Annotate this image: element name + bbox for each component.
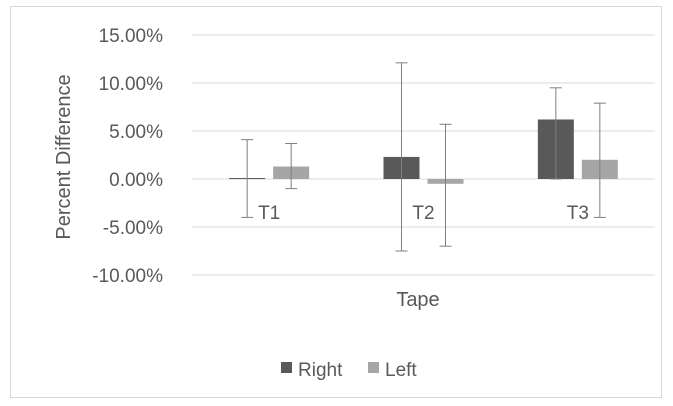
x-axis-title: Tape xyxy=(396,289,439,311)
error-bars xyxy=(241,62,606,252)
category-label: T3 xyxy=(567,203,589,224)
y-axis-tick-labels: 15.00% 10.00% 5.00% 0.00% -5.00% -10.00% xyxy=(92,26,163,287)
category-labels: T1 T2 T3 xyxy=(258,203,589,224)
legend-label-left: Left xyxy=(385,360,417,381)
y-tick-label: -10.00% xyxy=(92,266,163,287)
category-label: T2 xyxy=(412,203,434,224)
y-tick-label: 15.00% xyxy=(99,26,164,47)
legend: Right Left xyxy=(281,360,417,381)
chart-frame xyxy=(10,6,662,398)
legend-swatch-right xyxy=(281,362,292,373)
y-tick-label: 10.00% xyxy=(99,74,164,95)
y-tick-label: 5.00% xyxy=(109,122,163,143)
y-tick-label: 0.00% xyxy=(109,170,163,191)
legend-swatch-left xyxy=(368,362,379,373)
gridlines xyxy=(192,34,655,276)
y-axis-title: Percent Difference xyxy=(53,74,75,239)
legend-label-right: Right xyxy=(298,360,343,381)
category-label: T1 xyxy=(258,203,280,224)
y-tick-label: -5.00% xyxy=(103,218,163,239)
bars xyxy=(229,119,618,184)
